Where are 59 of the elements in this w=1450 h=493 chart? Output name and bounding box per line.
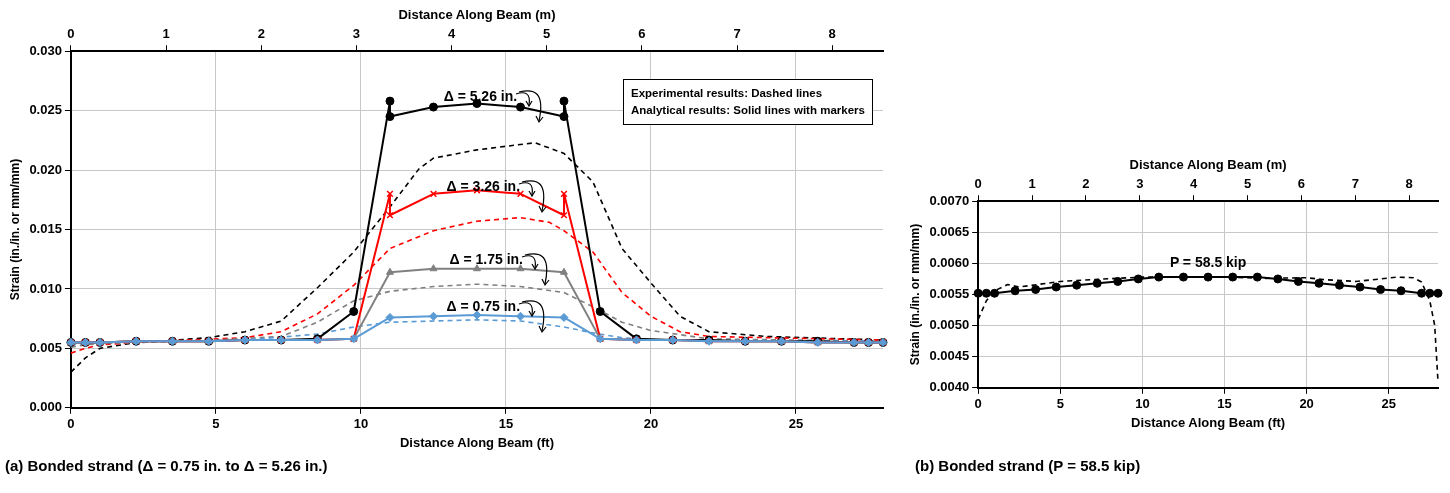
x-tick-label: 5 xyxy=(212,416,220,432)
y-tick-label: 0.020 xyxy=(29,161,62,177)
y-tick-label: 0.0060 xyxy=(929,254,970,270)
annotation: Δ = 1.75 in. xyxy=(449,250,523,267)
x2-tick-label: 2 xyxy=(1082,175,1090,191)
x2-tick-label: 7 xyxy=(733,25,741,41)
x2-tick-label: 2 xyxy=(257,25,265,41)
x-tick-label: 25 xyxy=(1381,396,1396,412)
x-tick-label: 15 xyxy=(498,416,514,432)
x2-tick-label: 6 xyxy=(638,25,646,41)
x-tick-label: 15 xyxy=(1217,396,1232,412)
annotation: Δ = 0.75 in. xyxy=(446,298,521,315)
y-tick-label: 0.0040 xyxy=(929,379,970,395)
x2-axis-title: Distance Along Beam (m) xyxy=(1129,157,1287,173)
x2-tick-label: 3 xyxy=(352,25,361,41)
y-tick-label: 0.0055 xyxy=(929,286,970,302)
x-tick-label: 20 xyxy=(1299,396,1314,412)
x2-tick-label: 8 xyxy=(1405,175,1413,191)
x-axis-title: Distance Along Beam (ft) xyxy=(399,434,555,450)
text: (a) Bonded strand (Δ = 0.75 in. to Δ = 5.26 in.) xyxy=(5,457,328,474)
annotation: Δ = 3.26 in. xyxy=(446,178,521,195)
y-axis-title: Strain (in./in. or mm/mm) xyxy=(907,223,922,366)
y-tick-label: 0.0065 xyxy=(929,223,970,239)
y-tick-label: 0.030 xyxy=(29,42,62,58)
y-axis-title: Strain (in./in. or mm/mm) xyxy=(7,158,22,301)
annotation: Experimental results: Dashed lines xyxy=(631,87,823,100)
annotation: P = 58.5 kip xyxy=(1169,253,1247,270)
x2-tick-label: 4 xyxy=(1190,175,1199,191)
x2-tick-label: 0 xyxy=(974,175,982,191)
x-tick-label: 25 xyxy=(788,416,804,432)
x-tick-label: 20 xyxy=(643,416,659,432)
y-tick-label: 0.000 xyxy=(29,399,62,415)
x-tick-label: 10 xyxy=(1135,396,1150,412)
y-tick-label: 0.010 xyxy=(29,280,62,296)
x2-tick-label: 3 xyxy=(1136,175,1144,191)
y-tick-label: 0.0070 xyxy=(929,192,970,208)
x2-tick-label: 5 xyxy=(543,25,551,41)
x-axis-title: Distance Along Beam (ft) xyxy=(1131,414,1286,430)
x-tick-label: 10 xyxy=(353,416,369,432)
x2-tick-label: 4 xyxy=(447,25,456,41)
y-tick-label: 0.025 xyxy=(29,102,62,118)
x2-tick-label: 7 xyxy=(1351,175,1359,191)
annotation: Δ = 5.26 in. xyxy=(443,87,518,104)
text: (b) Bonded strand (P = 58.5 kip) xyxy=(915,457,1141,474)
x2-tick-label: 6 xyxy=(1297,175,1306,191)
x2-axis-title: Distance Along Beam (m) xyxy=(398,7,556,23)
x-tick-label: 0 xyxy=(974,396,982,412)
x-tick-label: 5 xyxy=(1056,396,1064,412)
x2-tick-label: 1 xyxy=(162,25,170,41)
x2-tick-label: 1 xyxy=(1028,175,1036,191)
x-tick-label: 0 xyxy=(67,416,75,432)
y-tick-label: 0.005 xyxy=(29,339,62,355)
y-tick-label: 0.0045 xyxy=(929,348,970,364)
x2-tick-label: 5 xyxy=(1243,175,1252,191)
x2-tick-label: 0 xyxy=(67,25,75,41)
y-tick-label: 0.015 xyxy=(29,221,62,237)
annotation: Analytical results: Solid lines with markers xyxy=(631,104,865,117)
x2-tick-label: 8 xyxy=(828,25,836,41)
y-tick-label: 0.0050 xyxy=(929,317,970,333)
